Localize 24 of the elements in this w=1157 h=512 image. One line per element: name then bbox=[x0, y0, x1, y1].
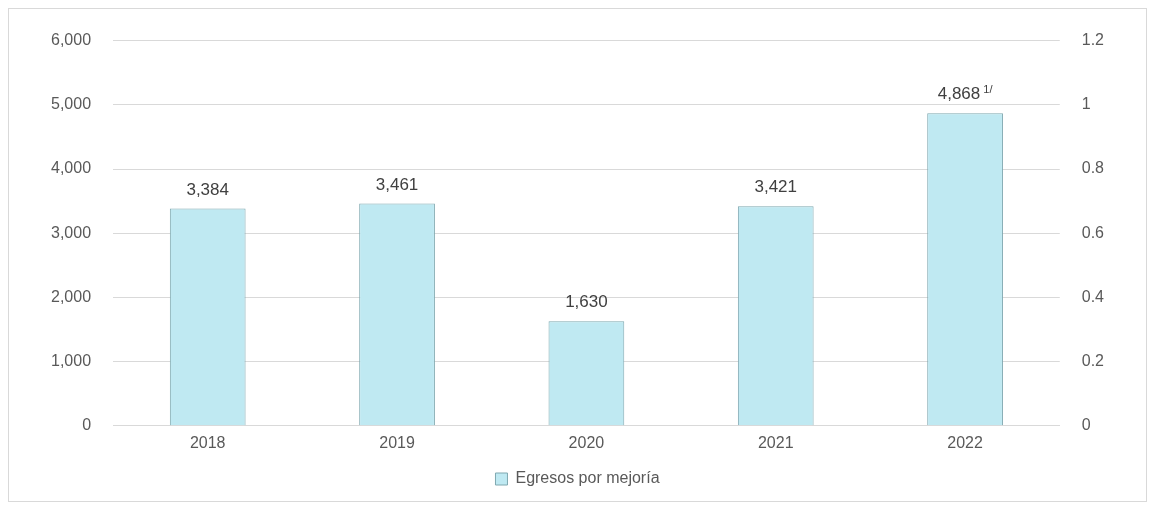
y2-tick-label: 0 bbox=[1081, 416, 1091, 434]
y-tick-label: 6,000 bbox=[50, 31, 92, 49]
data-label: 3,461 bbox=[375, 174, 419, 194]
y2-tick-label: 0.4 bbox=[1081, 287, 1105, 305]
data-label: 3,384 bbox=[186, 179, 229, 199]
y2-tick-label: 1 bbox=[1081, 95, 1091, 113]
y-tick-label: 3,000 bbox=[50, 223, 92, 241]
legend-label: Egresos por mejoría bbox=[515, 469, 660, 487]
y-tick-label: 4,000 bbox=[50, 159, 92, 177]
data-label: 1,630 bbox=[565, 292, 608, 312]
y-tick-label: 1,000 bbox=[50, 352, 92, 370]
x-tick-label: 2019 bbox=[379, 433, 415, 451]
y2-tick-label: 0.8 bbox=[1081, 159, 1105, 177]
y2-tick-label: 0.2 bbox=[1081, 352, 1105, 370]
y-tick-label: 0 bbox=[82, 416, 92, 434]
data-label: 3,421 bbox=[754, 177, 798, 197]
x-tick-label: 2018 bbox=[189, 433, 226, 451]
x-tick-label: 2021 bbox=[757, 433, 794, 451]
x-tick-label: 2022 bbox=[947, 433, 983, 451]
y-tick-label: 5,000 bbox=[50, 95, 92, 113]
y2-tick-label: 0.6 bbox=[1081, 223, 1105, 241]
y2-tick-label: 1.2 bbox=[1081, 31, 1105, 49]
x-tick-label: 2020 bbox=[568, 433, 605, 451]
y-tick-label: 2,000 bbox=[50, 287, 92, 305]
